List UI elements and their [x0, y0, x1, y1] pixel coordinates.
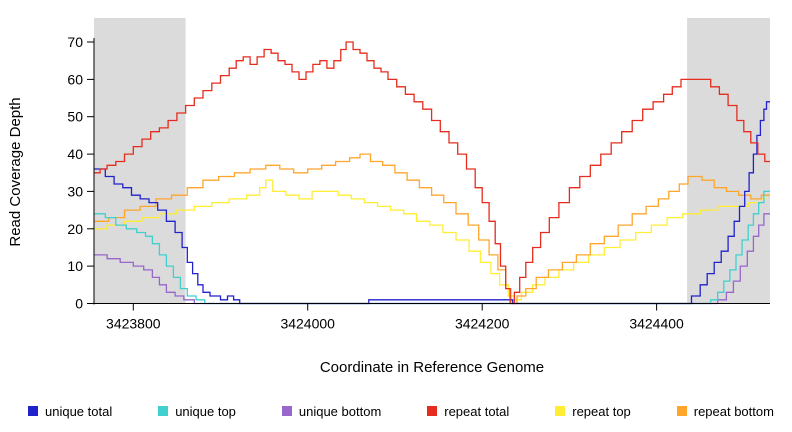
shaded-region [94, 18, 186, 304]
legend-label: repeat total [444, 403, 510, 419]
x-tick-label: 3423800 [106, 316, 161, 332]
x-tick-label: 3424400 [629, 316, 684, 332]
y-tick-label: 10 [67, 258, 83, 274]
y-tick-label: 40 [67, 146, 83, 162]
legend-swatch [158, 406, 169, 416]
legend: unique total unique top unique bottom repea… [0, 390, 792, 432]
shaded-region [687, 18, 770, 304]
axes: 0 10 20 30 40 50 60 70 3423800 3424000 3424200 3424… [67, 34, 770, 332]
y-tick-label: 60 [67, 71, 83, 87]
series-line-repeat-bottom [94, 153, 770, 305]
legend-label: unique bottom [298, 403, 382, 419]
legend-label: unique top [175, 403, 236, 419]
legend-label: unique total [45, 403, 113, 419]
shaded-regions [94, 18, 770, 304]
y-axis-title: Read Coverage Depth [7, 97, 24, 246]
series-line-unique-top [94, 190, 770, 305]
y-tick-label: 0 [75, 296, 83, 312]
y-tick-label: 70 [67, 34, 83, 50]
coverage-chart: 0 10 20 30 40 50 60 70 3423800 3424000 3424200 3424… [7, 18, 770, 376]
legend-item-unique-total: unique total [28, 404, 112, 419]
legend-label: repeat top [572, 403, 631, 419]
legend-item-repeat-top: repeat top [555, 404, 631, 419]
x-tick-label: 3424000 [280, 316, 335, 332]
y-tick-label: 30 [67, 183, 83, 199]
legend-item-unique-bottom: unique bottom [281, 403, 382, 419]
series-line-unique-total [94, 101, 770, 305]
legend-swatch [555, 406, 566, 416]
legend-swatch [281, 406, 292, 416]
y-tick-label: 20 [67, 221, 83, 237]
series-line-unique-bottom [94, 213, 770, 305]
legend-swatch [28, 406, 38, 416]
legend-item-unique-top: unique top [158, 404, 236, 419]
series-line-repeat-total [94, 41, 770, 305]
series-lines [94, 41, 770, 305]
legend-label: repeat bottom [693, 403, 774, 419]
series-line-repeat-top [94, 179, 770, 301]
legend-item-repeat-total: repeat total [427, 404, 509, 419]
legend-swatch [427, 406, 438, 416]
legend-swatch [676, 406, 687, 416]
x-tick-label: 3424200 [455, 316, 510, 332]
x-axis-title: Coordinate in Reference Genome [320, 359, 544, 376]
legend-item-repeat-bottom: repeat bottom [676, 403, 774, 419]
y-tick-label: 50 [67, 109, 83, 125]
